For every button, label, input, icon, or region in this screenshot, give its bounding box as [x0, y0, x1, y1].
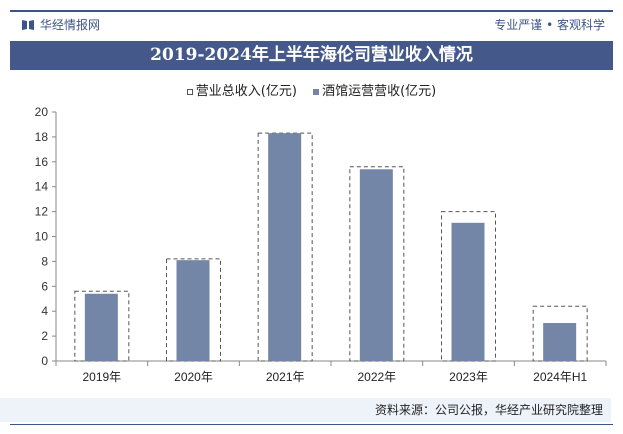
- legend-swatch-filled: [313, 88, 320, 95]
- bar-revenue-bar: [84, 293, 118, 361]
- bottom-divider: [10, 424, 613, 425]
- brand: 华经情报网: [22, 16, 100, 33]
- y-tick-label: 2: [41, 329, 48, 343]
- bar-revenue-bar: [543, 323, 577, 361]
- bar-revenue-bar: [451, 222, 485, 361]
- legend-item-total: 营业总收入(亿元): [186, 84, 297, 99]
- y-tick-label: 6: [41, 279, 48, 293]
- legend-label: 营业总收入(亿元): [195, 84, 297, 99]
- brand-logo-icon: [22, 20, 34, 30]
- x-tick-label: 2022年: [357, 370, 396, 384]
- bar-revenue-bar: [268, 133, 302, 361]
- y-tick-label: 8: [41, 254, 48, 268]
- source-note: 资料来源：公司公报，华经产业研究院整理: [0, 398, 611, 422]
- x-tick-label: 2021年: [266, 370, 305, 384]
- y-tick-label: 18: [35, 130, 49, 144]
- x-tick-label: 2019年: [82, 370, 121, 384]
- y-tick-label: 16: [35, 155, 49, 169]
- x-tick-label: 2024年H1: [533, 370, 587, 384]
- total-revenue-box: [441, 211, 496, 362]
- y-tick-label: 14: [35, 180, 49, 194]
- y-tick-label: 20: [35, 105, 49, 119]
- bar-revenue-bar: [176, 260, 210, 361]
- bar-revenue-bar: [359, 169, 393, 361]
- legend-item-bar: 酒馆运营营收(亿元): [313, 84, 436, 99]
- brand-name: 华经情报网: [40, 18, 101, 32]
- x-tick-label: 2023年: [449, 370, 488, 384]
- legend-label: 酒馆运营营收(亿元): [322, 84, 437, 99]
- y-tick-label: 10: [35, 230, 49, 244]
- top-divider: [10, 10, 613, 12]
- y-tick-label: 4: [41, 304, 48, 318]
- y-tick-label: 12: [35, 205, 49, 219]
- x-tick-label: 2020年: [174, 370, 213, 384]
- legend-swatch-dashed: [186, 88, 193, 95]
- legend: 营业总收入(亿元) 酒馆运营营收(亿元): [0, 80, 623, 99]
- slogan: 专业严谨 • 客观科学: [494, 18, 605, 32]
- chart-title: 2019-2024年上半年海伦司营业收入情况: [10, 41, 613, 70]
- y-tick-label: 0: [41, 354, 48, 368]
